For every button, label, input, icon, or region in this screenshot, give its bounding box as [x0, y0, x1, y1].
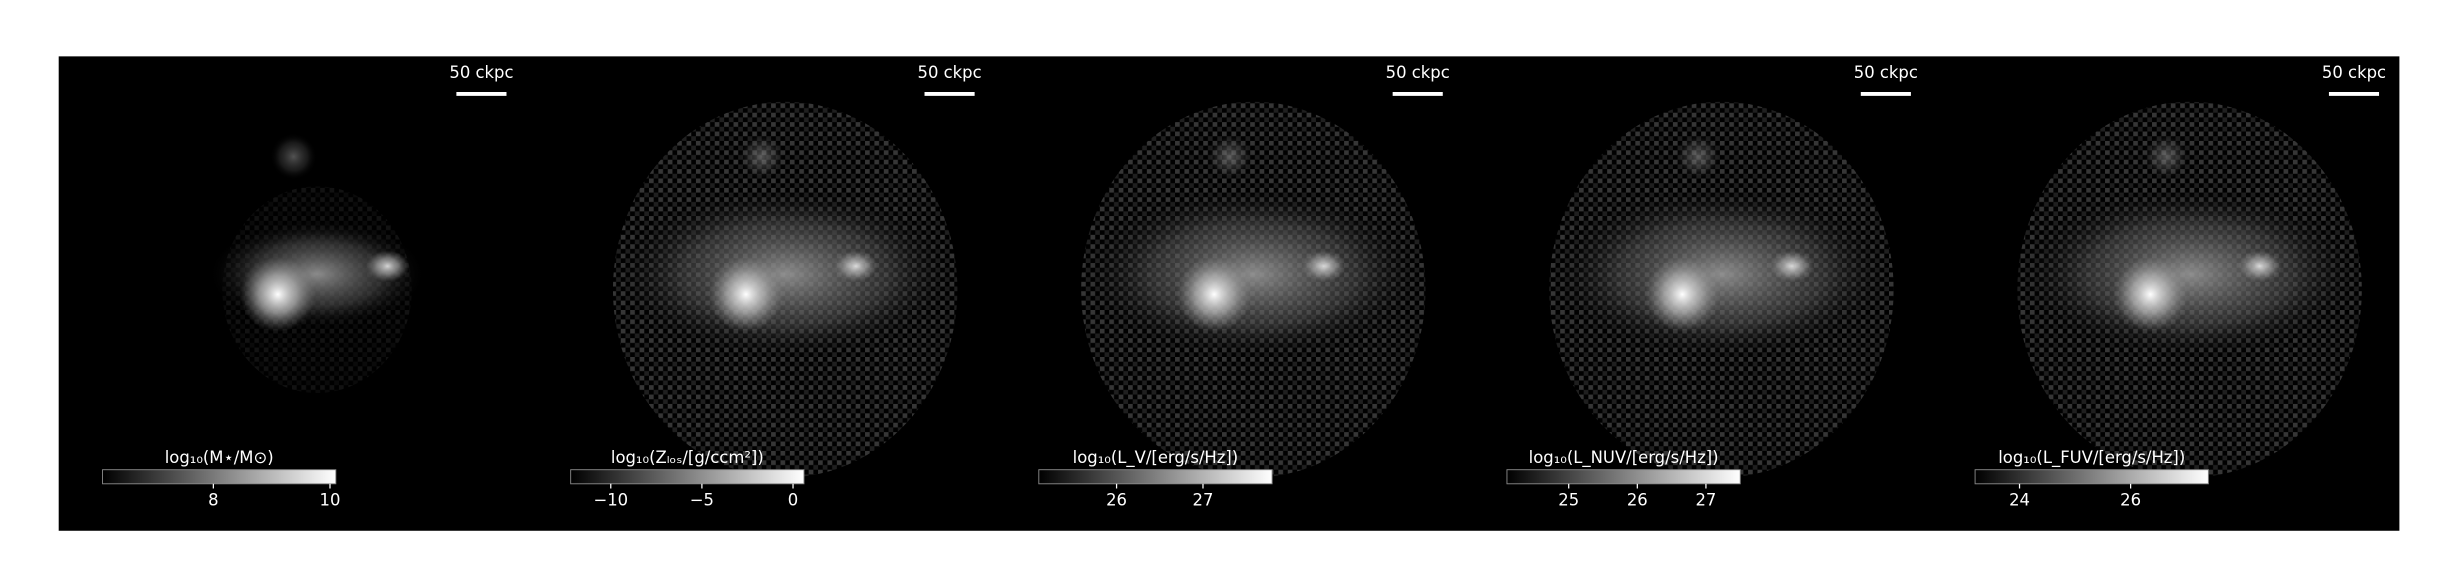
- colorbar-label: log₁₀(M⋆/M⊙): [165, 448, 274, 467]
- galaxy-halo: [1206, 133, 1254, 181]
- galaxy-core: [833, 250, 878, 282]
- colorbar-tick-label: −5: [690, 491, 714, 510]
- colorbar-tick-label: 24: [2009, 491, 2030, 510]
- colorbar-tick-label: 26: [2120, 491, 2141, 510]
- galaxy-core: [365, 250, 410, 282]
- galaxy-halo: [1081, 187, 1426, 361]
- colorbar-label: log₁₀(L_NUV/[erg/s/Hz]): [1529, 448, 1719, 468]
- colorbar-tick-label: 26: [1627, 491, 1648, 510]
- galaxy-halo: [612, 187, 958, 361]
- colorbar-tick-label: 27: [1193, 491, 1214, 510]
- colorbar-tick-label: 10: [320, 491, 341, 510]
- colorbar-tick-label: −10: [593, 491, 628, 510]
- scale-bar-label: 50 ckpc: [918, 63, 982, 82]
- galaxy-core: [1769, 250, 1814, 282]
- galaxy-halo: [1549, 187, 1894, 361]
- galaxy-core: [708, 256, 784, 332]
- scale-bar-label: 50 ckpc: [1854, 63, 1918, 82]
- colorbar-tick-label: 0: [788, 491, 798, 510]
- colorbar-label: log₁₀(L_FUV/[erg/s/Hz]): [1998, 448, 2185, 468]
- galaxy-halo: [2017, 187, 2362, 361]
- colorbar: [1974, 469, 2209, 485]
- colorbar-label: log₁₀(Zₗₒₛ/[g/ccm²]): [611, 448, 764, 467]
- colorbar-tick-label: 8: [208, 491, 218, 510]
- colorbar: [570, 469, 805, 485]
- scale-bar-label: 50 ckpc: [449, 63, 513, 82]
- galaxy-halo: [270, 133, 318, 181]
- galaxy-halo: [738, 133, 786, 181]
- galaxy-halo: [2142, 133, 2190, 181]
- scale-bar-label: 50 ckpc: [1386, 63, 1450, 82]
- colorbar-tick-label: 25: [1558, 491, 1579, 510]
- galaxy-core: [2112, 256, 2189, 332]
- colorbar: [1038, 469, 1273, 485]
- galaxy-core: [1644, 256, 1720, 332]
- galaxy-core: [240, 256, 316, 332]
- scale-bar-label: 50 ckpc: [2322, 63, 2386, 82]
- galaxy-core: [1176, 256, 1252, 332]
- galaxy-core: [1301, 250, 1346, 282]
- colorbar-label: log₁₀(L_V/[erg/s/Hz]): [1073, 448, 1239, 468]
- colorbar-tick-label: 27: [1695, 491, 1716, 510]
- galaxy-halo: [1674, 133, 1722, 181]
- galaxy-core: [2238, 250, 2282, 282]
- colorbar: [1506, 469, 1741, 485]
- colorbar: [102, 469, 337, 485]
- colorbar-tick-label: 26: [1106, 491, 1127, 510]
